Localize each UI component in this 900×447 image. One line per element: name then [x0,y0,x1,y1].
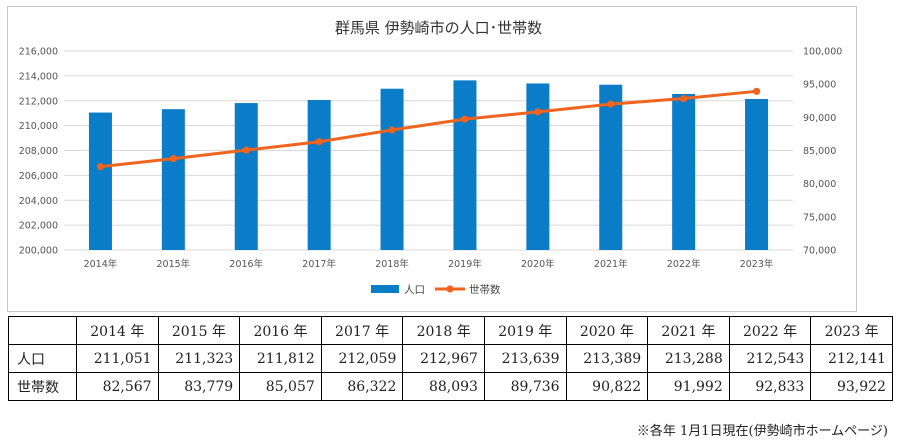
table-header-row: 2014 年 2015 年 2016 年 2017 年 2018 年 2019 年 2020… [8,316,893,345]
y-right-tick-label: 75,000 [803,212,836,223]
bar-7 [526,83,550,251]
table-header-cell: 2014 年 [76,316,159,345]
y-left-tick-label: 202,000 [19,221,58,232]
table-row-label: 人口 [8,344,77,373]
y-right-tick-label: 90,000 [803,113,836,124]
legend-line-label: 世帯数 [469,283,501,296]
table-row: 世帯数 82,567 83,779 85,057 86,322 88,093 89,736 9… [8,372,893,401]
x-tick-label: 2015年 [157,258,191,270]
table-header-cell: 2021 年 [647,316,730,345]
table-corner-cell [8,316,77,345]
table-cell: 85,057 [239,372,322,401]
x-tick-label: 2019年 [448,258,482,270]
y-left-tick-label: 214,000 [19,71,58,82]
table-cell: 88,093 [402,372,485,401]
table-cell: 90,822 [565,372,649,401]
y-left-tick-label: 212,000 [19,96,58,107]
table-cell: 213,639 [483,344,567,373]
household-point-2 [169,154,177,163]
y-left-tick-label: 208,000 [19,146,58,157]
combo-chart: 群馬県 伊勢崎市の人口･世帯数 200,000 202,000 204,000 206,… [19,19,843,296]
household-point-6 [461,115,469,123]
table-header-cell: 2017 年 [320,316,404,345]
table-cell: 211,051 [76,344,159,373]
table-header-cell: 2020 年 [565,316,649,345]
table-header-cell: 2018 年 [402,316,485,345]
table-cell: 212,059 [320,344,404,373]
table-cell: 213,288 [647,344,730,373]
bar-10 [745,98,769,251]
x-tick-label: 2021年 [594,258,628,270]
legend-bar-swatch [371,285,399,293]
chart-frame: 群馬県 伊勢崎市の人口･世帯数 200,000 202,000 204,000 206,… [7,6,857,312]
bar-3 [234,103,258,250]
table-cell: 211,812 [239,344,322,373]
bar-5 [380,88,404,251]
bar-1 [88,112,112,250]
household-point-7 [534,108,542,116]
table-cell: 212,967 [402,344,485,373]
x-tick-label: 2020年 [521,258,555,270]
table-cell: 82,567 [76,372,159,401]
table-cell: 212,543 [728,344,812,373]
y-right-tick-label: 95,000 [803,80,836,91]
household-point-8 [607,100,615,108]
y-left-tick-label: 206,000 [19,171,58,182]
x-tick-label: 2014年 [84,258,118,270]
legend-bar-label: 人口 [404,284,425,296]
table-cell: 83,779 [157,372,241,401]
y-left-tick-label: 216,000 [19,47,58,58]
table-header-cell: 2015 年 [157,316,241,345]
table-cell: 211,323 [157,344,241,373]
table-row-label: 世帯数 [8,372,77,401]
bar-6 [453,80,477,251]
y-left-tick-label: 210,000 [19,121,58,132]
household-point-3 [242,146,250,154]
table-cell: 93,922 [810,372,893,401]
bar-9 [672,93,696,251]
table-row: 人口 211,051 211,323 211,812 212,059 212,967 213… [8,344,893,373]
table-cell: 212,141 [810,344,893,373]
bar-2 [161,109,185,250]
x-tick-label: 2023年 [740,258,774,270]
table-cell: 91,992 [647,372,730,401]
x-tick-label: 2017年 [302,258,336,270]
household-point-4 [315,138,323,146]
household-point-9 [680,94,688,103]
table-header-cell: 2016 年 [239,316,322,345]
x-tick-label: 2022年 [667,258,701,270]
x-tick-label: 2016年 [229,258,263,270]
y-left-tick-label: 200,000 [19,246,58,257]
bar-8 [599,84,623,250]
bar-4 [307,100,331,250]
y-right-tick-label: 80,000 [803,179,836,190]
legend-line-marker [446,285,454,293]
table-header-cell: 2019 年 [483,316,567,345]
table-cell: 89,736 [483,372,567,401]
table-cell: 213,389 [565,344,649,373]
household-line [100,89,757,169]
table-header-cell: 2022 年 [728,316,812,345]
y-right-tick-label: 70,000 [803,246,836,257]
table-cell: 92,833 [728,372,812,401]
y-right-tick-label: 85,000 [803,146,836,157]
table-cell: 86,322 [320,372,404,401]
y-left-tick-label: 204,000 [19,196,58,207]
y-right-tick-label: 100,000 [803,47,842,58]
footnote: ※各年 1月1日現在(伊勢崎市ホームページ) [636,424,888,439]
table-header-cell: 2023 年 [810,316,893,345]
household-point-5 [388,126,396,134]
x-tick-label: 2018年 [375,258,409,270]
chart-title: 群馬県 伊勢崎市の人口･世帯数 [335,19,542,37]
data-table: 2014 年 2015 年 2016 年 2017 年 2018 年 2019 年 2020… [8,316,893,401]
household-point-10 [752,87,761,95]
household-point-1 [96,163,105,171]
